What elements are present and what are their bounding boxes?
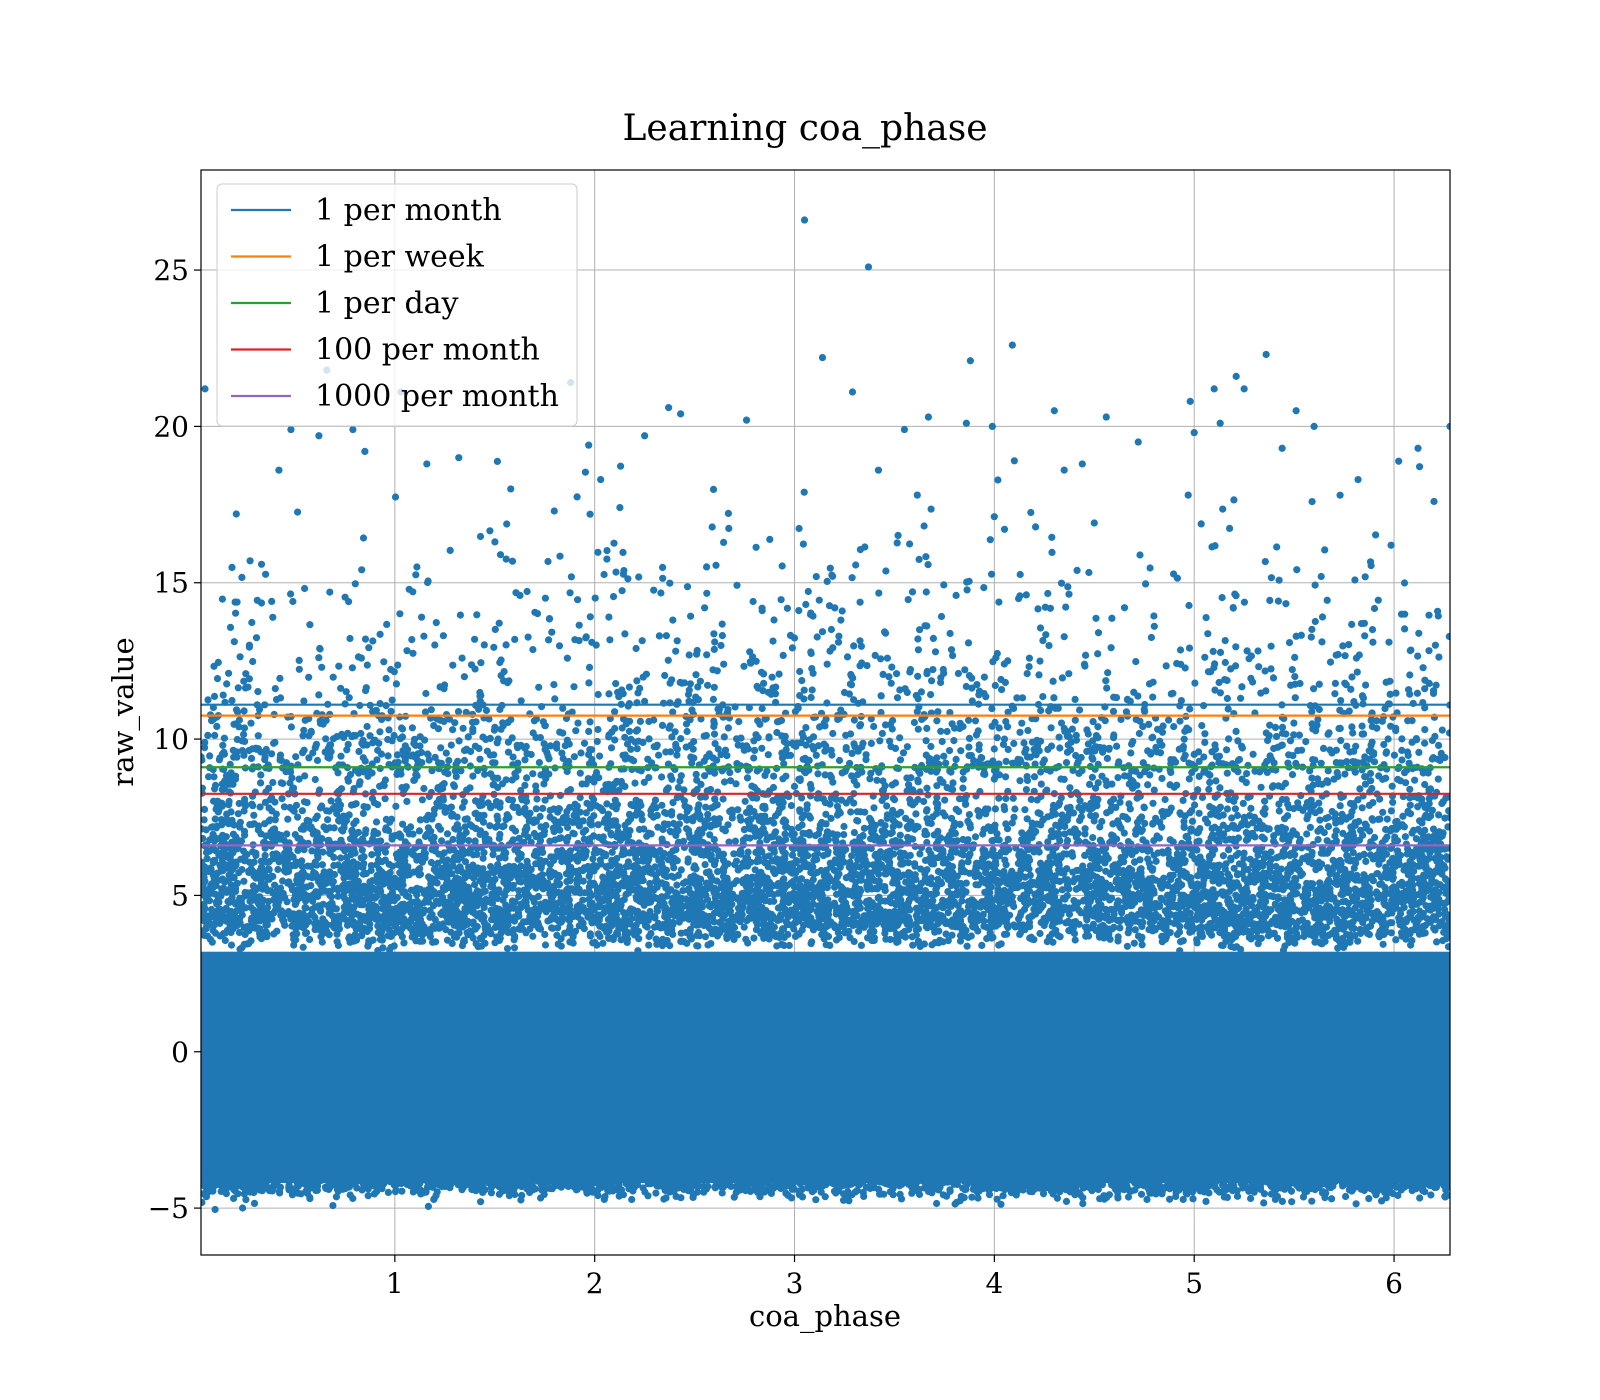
scatter-point [801,216,808,223]
y-tick-label: 0 [171,1036,189,1069]
scatter-point [287,426,294,433]
legend: 1 per month 1 per week 1 per day 100 per mo… [217,184,577,426]
scatter-point [865,263,872,270]
scatter-point [1135,438,1142,445]
scatter-point [597,476,604,483]
x-tick-label: 1 [386,1267,404,1300]
x-tick-label: 3 [786,1267,804,1300]
scatter-point [1211,385,1218,392]
legend-label: 1 per week [315,240,485,275]
x-tick-label: 2 [586,1267,604,1300]
scatter-point [901,426,908,433]
legend-label: 100 per month [315,333,540,368]
scatter-point [1279,445,1286,452]
x-tick-label: 5 [1185,1267,1203,1300]
scatter-point [1430,498,1437,505]
scatter-point [361,448,368,455]
scatter-point [849,388,856,395]
x-tick-label: 4 [985,1267,1003,1300]
scatter-point [819,354,826,361]
scatter-point [677,410,684,417]
scatter-point [1293,407,1300,414]
scatter-point [1011,457,1018,464]
x-axis-label: coa_phase [749,1299,901,1334]
scatter-point [875,467,882,474]
scatter-point [1414,445,1421,452]
scatter-point [1009,342,1016,349]
chart-title: Learning coa_phase [622,108,987,149]
scatter-point [455,454,462,461]
scatter-point [641,432,648,439]
y-tick-label: −5 [148,1192,189,1225]
scatter-point [1187,398,1194,405]
scatter-point [423,460,430,467]
x-tick-label: 6 [1385,1267,1403,1300]
scatter-point [743,417,750,424]
scatter-point [1103,413,1110,420]
scatter-point [315,432,322,439]
legend-label: 1 per day [315,286,459,321]
y-tick-label: 15 [153,567,189,600]
scatter-point [1079,460,1086,467]
scatter-point [1354,476,1361,483]
y-tick-label: 20 [153,410,189,443]
scatter-point [1263,351,1270,358]
y-axis-label: raw_value [106,637,141,786]
scatter-point [507,485,514,492]
scatter-point [925,413,932,420]
y-tick-label: 25 [153,254,189,287]
scatter-point [963,420,970,427]
scatter-point [1217,420,1224,427]
legend-label: 1 per month [315,193,502,228]
scatter-point [967,357,974,364]
scatter-point [201,385,208,392]
scatter-point [585,442,592,449]
scatter-point [275,467,282,474]
scatter-point [665,404,672,411]
scatter-point [1241,385,1248,392]
scatter-point [1191,429,1198,436]
scatter-point [1311,423,1318,430]
scatter-point [1336,492,1343,499]
dense-point-band [201,952,1450,1183]
scatter-point [989,423,996,430]
scatter-point [1233,373,1240,380]
y-tick-label: 5 [171,879,189,912]
scatter-point [1051,407,1058,414]
legend-label: 1000 per month [315,379,559,414]
scatter-point [349,426,356,433]
y-tick-label: 10 [153,723,189,756]
